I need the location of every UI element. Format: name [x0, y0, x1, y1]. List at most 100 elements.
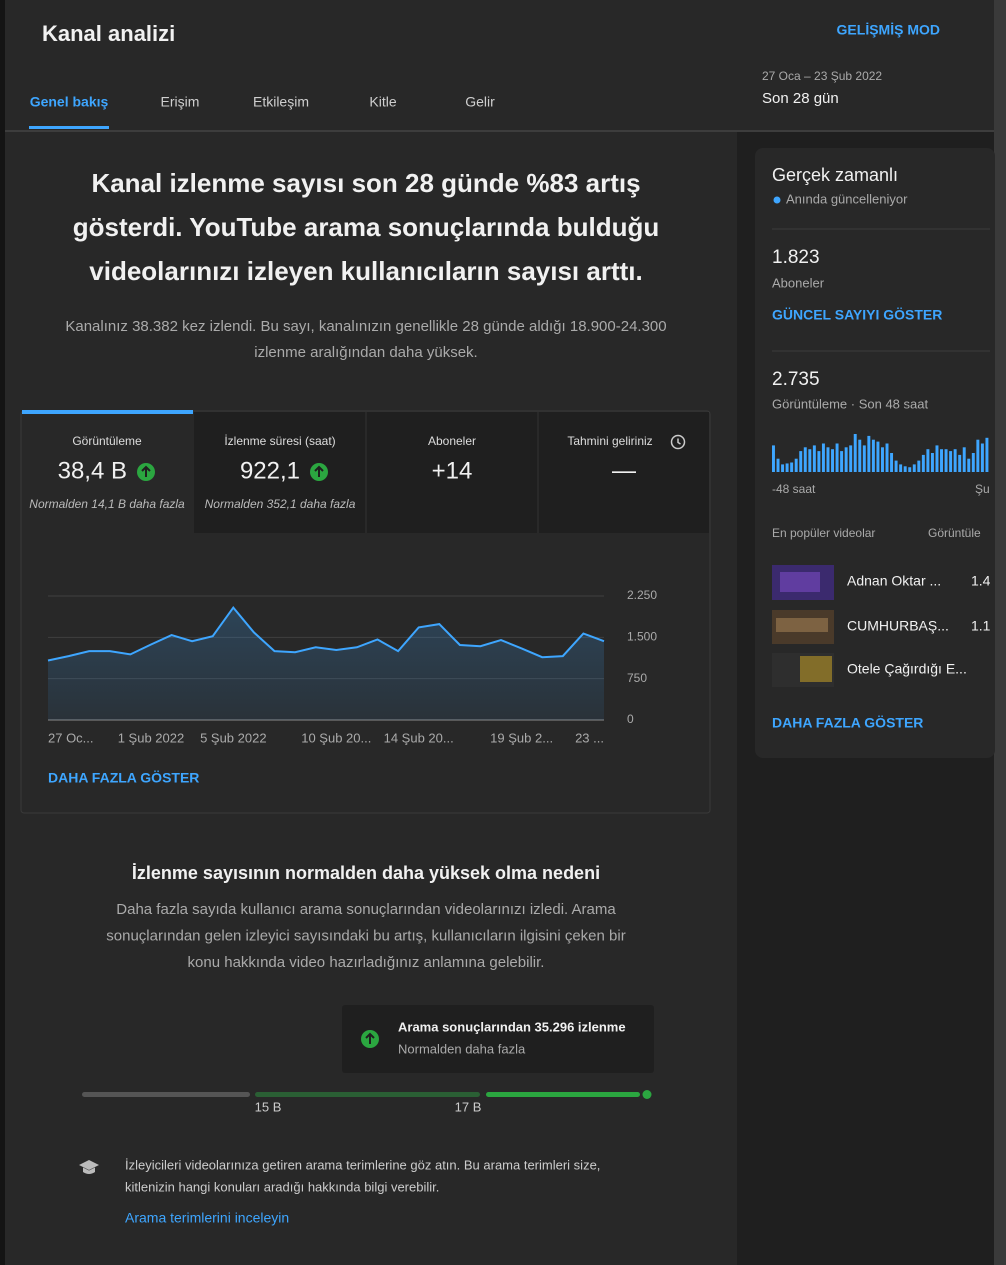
trend-up-arrow: [141, 465, 151, 477]
bar: [812, 445, 816, 472]
bar: [853, 434, 857, 472]
video-title[interactable]: Adnan Oktar ...: [847, 573, 941, 589]
range-above: [486, 1092, 640, 1097]
metric-label: Tahmini geliriniz: [567, 434, 652, 448]
x-tick-label: 23 ...: [575, 730, 604, 745]
bar: [894, 460, 898, 472]
tip-link[interactable]: Arama terimlerini inceleyin: [125, 1210, 289, 1226]
bar: [871, 439, 875, 472]
show-more[interactable]: DAHA FAZLA GÖSTER: [48, 770, 199, 786]
tab[interactable]: Erişim: [161, 94, 200, 110]
section-title: İzlenme sayısının normalden daha yüksek …: [132, 863, 600, 883]
subscriber-label: Aboneler: [772, 275, 825, 290]
realtime-content: Gerçek zamanlı Anında güncelleniyor 1.823 A…: [772, 165, 991, 731]
realtime-status: Anında güncelleniyor: [786, 191, 908, 206]
x-tick-label: 14 Şub 20...: [384, 730, 454, 745]
section-text: sonuçlarından gelen izleyici sayısındaki…: [106, 927, 625, 944]
bar: [803, 447, 807, 472]
video-title[interactable]: Otele Çağırdığı E...: [847, 661, 967, 677]
bar: [817, 451, 821, 472]
metric-note: Normalden 352,1 daha fazla: [205, 497, 356, 511]
view-label: Görüntüleme · Son 48 saat: [772, 396, 928, 411]
bar: [921, 454, 925, 472]
thumbnail-detail: [776, 618, 828, 632]
bar: [940, 449, 943, 472]
video-title[interactable]: CUMHURBAŞ...: [847, 618, 949, 634]
axis-start: -48 saat: [772, 482, 816, 496]
tip-text: kitlenizin hangi konuları aradığı hakkın…: [125, 1179, 439, 1194]
y-tick-label: 0: [627, 712, 634, 726]
tab[interactable]: Etkileşim: [253, 94, 309, 110]
bar: [826, 447, 830, 472]
bar: [885, 443, 889, 472]
live-dot: [773, 196, 781, 204]
video-views: 1.1: [971, 618, 991, 634]
x-tick-label: 27 Oc...: [48, 730, 94, 745]
x-tick-label: 1 Şub 2022: [118, 730, 185, 745]
realtime-title: Gerçek zamanlı: [772, 165, 898, 185]
y-tick-label: 2.250: [627, 588, 657, 602]
headline: videolarınızı izleyen kullanıcıların say…: [89, 256, 642, 286]
headline: Kanal izlenme sayısı son 28 günde %83 ar…: [91, 168, 640, 198]
y-tick-label: 750: [627, 671, 647, 685]
bar: [971, 453, 975, 472]
video-views: 1.4: [971, 573, 991, 589]
bar: [967, 458, 971, 472]
bar: [835, 443, 839, 472]
bar: [776, 458, 780, 472]
bar: [962, 447, 966, 472]
top-videos-title: En popüler videolar: [772, 526, 875, 540]
section-text: konu hakkında video hazırladığınız anlam…: [188, 954, 545, 971]
left-edge: [0, 0, 5, 1265]
page-title: Kanal analizi: [42, 21, 175, 46]
bar: [844, 447, 848, 472]
bar: [849, 445, 853, 472]
bar: [881, 447, 884, 472]
bar: [949, 451, 953, 472]
show-more[interactable]: DAHA FAZLA GÖSTER: [772, 715, 923, 731]
range-below: [82, 1092, 250, 1097]
show-count[interactable]: GÜNCEL SAYIYI GÖSTER: [772, 307, 942, 323]
bar: [935, 445, 939, 472]
bar: [799, 451, 803, 472]
bar: [790, 462, 794, 472]
headline: gösterdi. YouTube arama sonuçlarında bul…: [73, 212, 660, 242]
subscriber-count: 1.823: [772, 247, 820, 268]
bar: [926, 449, 930, 472]
tab[interactable]: Genel bakış: [30, 94, 109, 110]
tab[interactable]: Kitle: [369, 94, 396, 110]
metric-note: Normalden 14,1 B daha fazla: [29, 497, 185, 511]
metric-tabs-inactive: [194, 412, 709, 533]
bar: [821, 443, 825, 472]
realtime-card: [755, 148, 995, 758]
metric-value: 38,4 B: [58, 457, 127, 484]
bar: [840, 451, 844, 472]
advanced-mode[interactable]: GELİŞMİŞ MOD: [837, 22, 940, 38]
range-normal: [255, 1092, 480, 1097]
area: [48, 607, 604, 720]
section-text: Daha fazla sayıda kullanıcı arama sonuçl…: [116, 901, 616, 918]
bar: [772, 445, 775, 472]
y-tick-label: 1.500: [627, 630, 657, 644]
column-header: Görüntüle: [928, 526, 981, 540]
bar: [980, 443, 984, 472]
bar: [908, 467, 912, 472]
thumbnail-detail: [780, 572, 820, 592]
range-label: 15 B: [255, 1099, 282, 1114]
bar: [953, 449, 957, 472]
bar: [917, 460, 921, 472]
clock-icon: [670, 434, 686, 450]
line: [47, 605, 605, 662]
tab[interactable]: Gelir: [465, 94, 495, 110]
bar: [785, 463, 789, 472]
bar: [794, 458, 798, 472]
callout-title: Arama sonuçlarından 35.296 izlenme: [398, 1019, 626, 1034]
bar: [867, 435, 871, 472]
view-count: 2.735: [772, 369, 820, 390]
description: Kanalınız 38.382 kez izlendi. Bu sayı, k…: [65, 318, 666, 335]
bar: [958, 454, 962, 472]
range-label: 17 B: [455, 1099, 482, 1114]
thumbnail-detail: [800, 656, 832, 682]
active-metric-indicator: [22, 410, 193, 414]
bar: [862, 445, 866, 472]
